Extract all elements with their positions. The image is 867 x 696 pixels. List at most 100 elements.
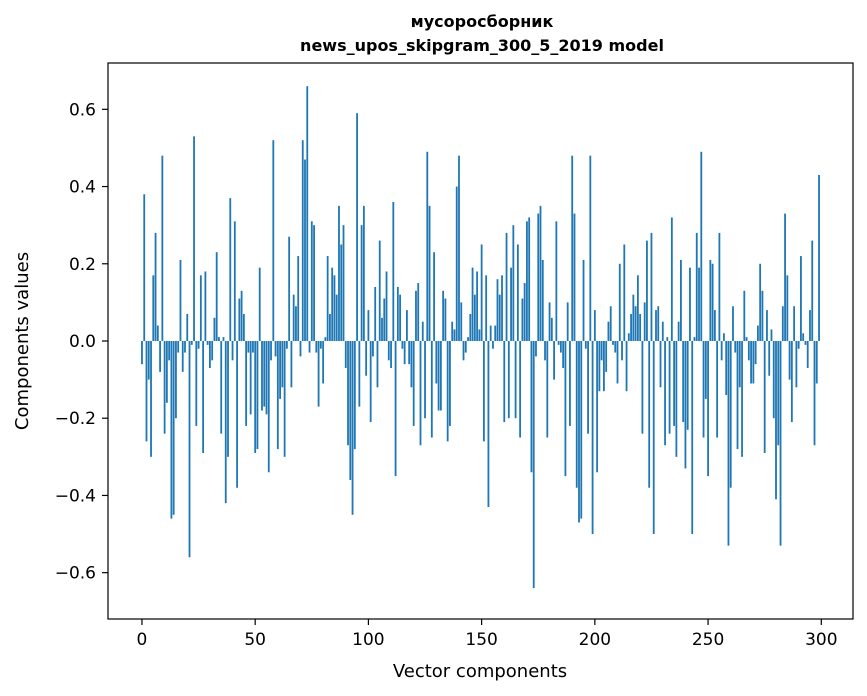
bar <box>657 306 660 341</box>
x-tick-label: 0 <box>137 630 148 650</box>
bar <box>444 298 447 341</box>
bar <box>430 341 433 438</box>
bar <box>797 341 800 349</box>
bar <box>605 341 608 372</box>
bar <box>453 329 456 341</box>
bar <box>335 294 338 341</box>
bar <box>446 341 449 442</box>
bar <box>390 341 392 369</box>
bar <box>512 225 515 341</box>
bar <box>263 341 266 407</box>
bar <box>725 341 728 396</box>
bar <box>372 341 374 357</box>
bar <box>593 310 596 341</box>
bar <box>172 341 175 515</box>
bar <box>589 155 592 341</box>
bar <box>532 341 535 589</box>
bar <box>381 317 383 341</box>
bar <box>480 244 483 341</box>
bar <box>550 317 553 341</box>
bar <box>340 244 343 341</box>
bar <box>546 341 549 438</box>
bar <box>716 341 719 438</box>
bar <box>338 205 340 341</box>
bar <box>401 341 404 349</box>
bar <box>693 337 696 341</box>
bar <box>387 341 390 361</box>
bar <box>559 341 562 353</box>
bar <box>163 341 166 434</box>
bar <box>464 341 467 353</box>
bar <box>668 341 671 434</box>
bar <box>290 341 293 388</box>
bar <box>781 306 784 341</box>
bar <box>376 341 379 388</box>
bar <box>242 313 245 341</box>
bar <box>152 275 155 341</box>
bar <box>707 341 709 477</box>
bar <box>181 341 184 372</box>
bar <box>711 263 714 341</box>
bar <box>385 271 388 341</box>
bar <box>630 313 632 341</box>
bar <box>682 341 685 423</box>
bar <box>247 341 250 353</box>
bar <box>367 310 370 341</box>
bar <box>306 86 309 341</box>
bar <box>274 341 277 357</box>
bar <box>666 337 669 341</box>
bar <box>505 232 508 341</box>
bar <box>738 341 741 388</box>
bar <box>331 267 334 341</box>
bar <box>322 341 325 384</box>
bar <box>399 294 402 341</box>
x-tick-label: 150 <box>465 630 497 650</box>
bar <box>439 341 442 411</box>
bar <box>702 341 705 438</box>
bar <box>449 341 451 426</box>
bars-group <box>141 86 820 589</box>
bar <box>818 174 820 341</box>
bar <box>596 341 599 473</box>
bar <box>695 232 698 341</box>
bar <box>222 337 225 341</box>
bar <box>326 256 329 341</box>
bar <box>487 341 490 508</box>
bar <box>356 113 358 341</box>
x-axis-ticks: 0 50 100 150 200 250 300 <box>137 619 838 650</box>
bar <box>308 341 311 353</box>
y-tick-label: 0.4 <box>69 178 96 198</box>
bar <box>460 302 463 341</box>
bar <box>521 298 524 341</box>
bar <box>580 341 583 519</box>
bar <box>193 136 195 341</box>
bar <box>333 275 336 341</box>
bar <box>806 341 809 369</box>
bar <box>516 244 519 341</box>
bar <box>184 341 186 353</box>
bar <box>650 232 653 341</box>
bar <box>295 306 297 341</box>
bar <box>766 310 768 341</box>
bar <box>342 225 345 341</box>
bar <box>510 267 512 341</box>
bar <box>467 337 469 341</box>
bar <box>555 221 558 341</box>
bar <box>575 341 578 488</box>
plot-frame <box>107 62 854 620</box>
bar <box>206 341 209 345</box>
bar <box>324 337 327 341</box>
bar <box>718 232 721 341</box>
bar <box>591 341 594 535</box>
bar <box>195 341 198 426</box>
bar <box>507 341 510 419</box>
bar <box>793 306 796 341</box>
bar <box>720 341 723 361</box>
bar <box>578 341 580 523</box>
bar <box>639 313 642 341</box>
bar <box>813 341 816 446</box>
bar <box>141 341 143 365</box>
bar <box>408 341 411 365</box>
y-tick-label: −0.4 <box>55 486 96 506</box>
